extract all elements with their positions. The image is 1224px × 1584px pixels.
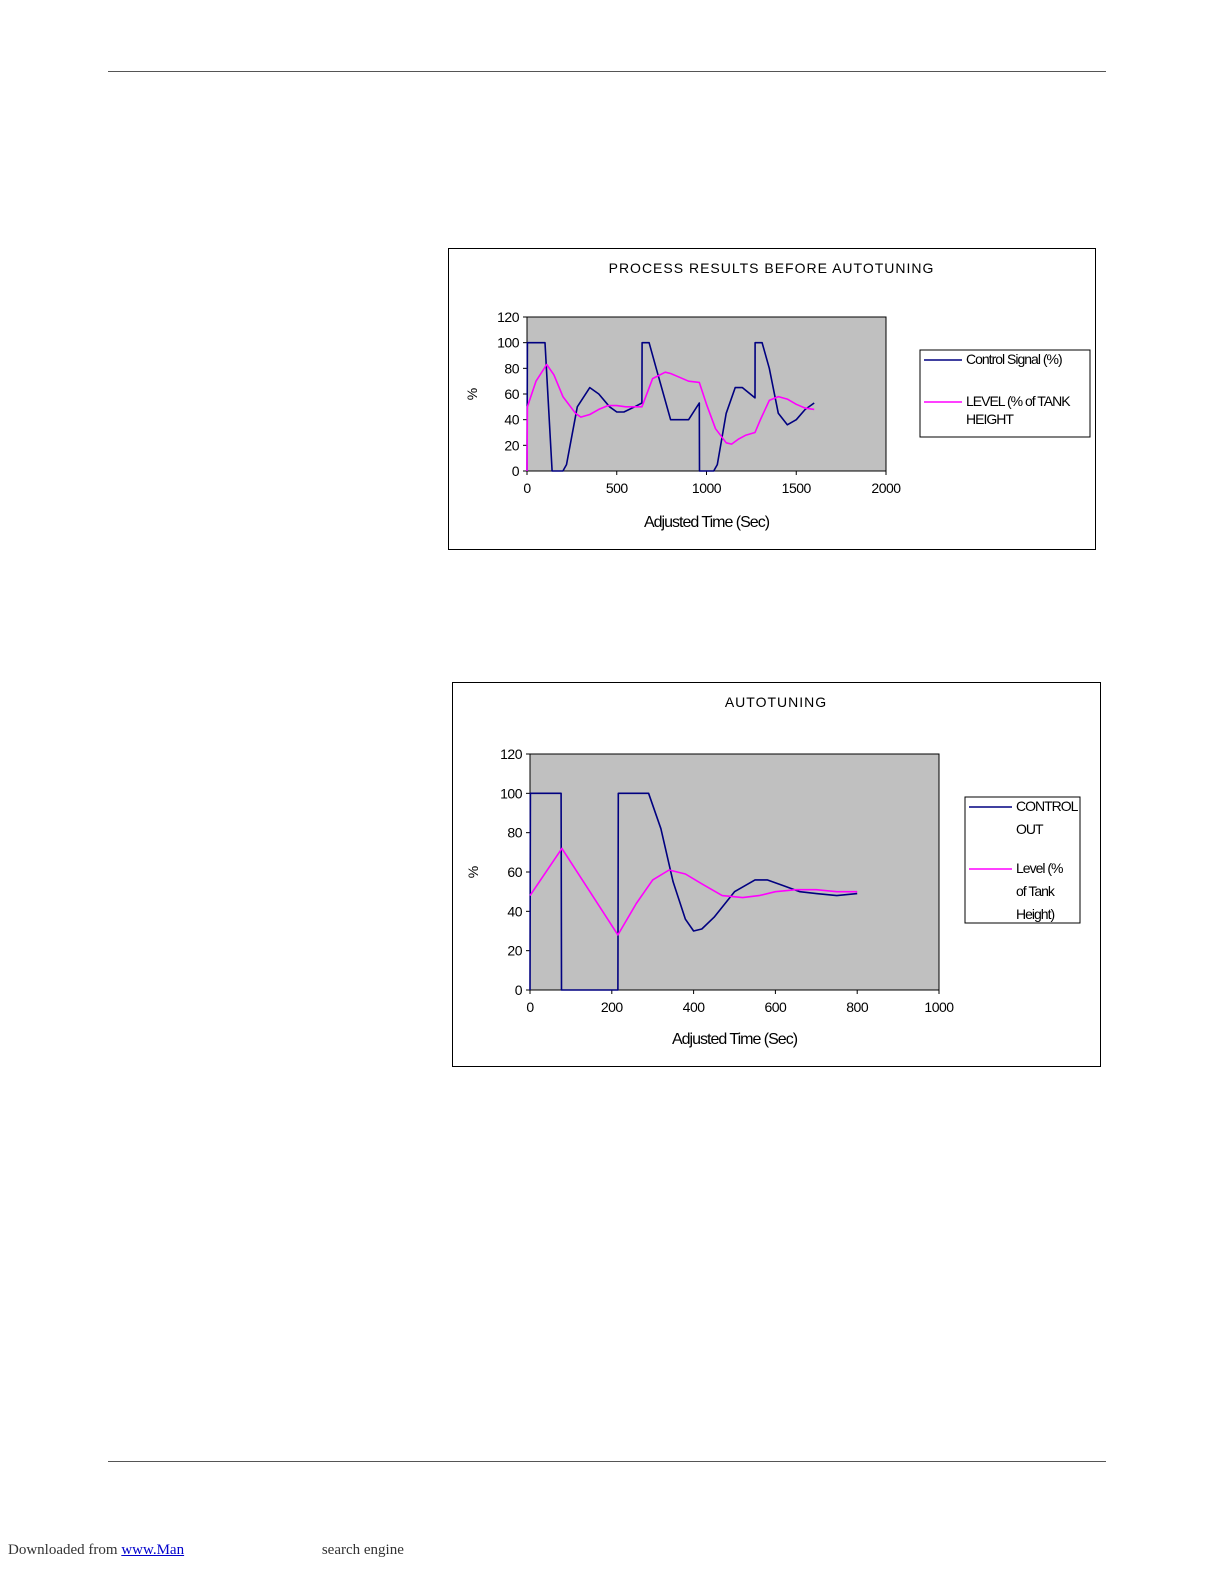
x-tick-label: 600 <box>764 999 787 1015</box>
chart-title: PROCESS RESULTS BEFORE AUTOTUNING <box>609 260 935 276</box>
footer-prefix: Downloaded from <box>8 1542 118 1558</box>
plot-area <box>526 316 887 472</box>
chart-before-autotuning: PROCESS RESULTS BEFORE AUTOTUNING 0 20 40 60… <box>448 248 1096 550</box>
series-line-magenta <box>529 847 858 936</box>
y-tick-label: 60 <box>507 864 522 880</box>
y-tick-label: 120 <box>500 746 523 762</box>
y-tick-label: 20 <box>507 943 522 959</box>
plot-area <box>529 753 940 991</box>
footer: Downloaded from www.Man search engine <box>8 1542 404 1559</box>
footer-suffix: search engine <box>321 1542 404 1558</box>
chart-before-autotuning-svg: PROCESS RESULTS BEFORE AUTOTUNING 0 20 40 60… <box>464 260 1091 531</box>
x-tick-label: 1000 <box>692 480 722 496</box>
legend-label: LEVEL (% of TANK HEIGHT <box>966 393 1071 427</box>
chart-autotuning: AUTOTUNING 0 20 40 60 80 100 120 0 200 400 600 800 10… <box>452 682 1101 1067</box>
footer-rule <box>108 1461 1106 1462</box>
legend-box <box>964 796 1081 924</box>
x-tick-label: 0 <box>526 999 534 1015</box>
x-axis-label: Adjusted Time (Sec) <box>672 1031 798 1048</box>
x-tick-label: 500 <box>606 480 629 496</box>
chart-title: AUTOTUNING <box>725 694 827 710</box>
y-tick-label: 80 <box>504 360 519 376</box>
x-tick-label: 2000 <box>871 480 901 496</box>
chart-autotuning-svg: AUTOTUNING 0 20 40 60 80 100 120 0 200 400 600 800 10… <box>465 694 1081 1048</box>
x-tick-label: 1500 <box>782 480 812 496</box>
series-line-navy <box>526 341 815 472</box>
x-axis-label: Adjusted Time (Sec) <box>644 514 770 531</box>
series-line-magenta <box>526 363 815 472</box>
legend-label: CONTROL OUT <box>1016 798 1079 837</box>
y-tick-label: 0 <box>515 982 523 998</box>
x-tick-label: 800 <box>846 999 869 1015</box>
y-tick-label: 20 <box>504 437 519 453</box>
y-tick-label: 100 <box>497 335 520 351</box>
y-tick-label: 0 <box>512 463 520 479</box>
legend-label: Control Signal (%) <box>966 351 1062 367</box>
legend-box <box>919 349 1091 438</box>
y-tick-label: 120 <box>497 309 520 325</box>
y-tick-label: 40 <box>507 903 522 919</box>
x-tick-label: 400 <box>683 999 706 1015</box>
legend-label: Level (% of Tank Height) <box>1016 860 1063 922</box>
y-tick-label: 100 <box>500 785 523 801</box>
x-tick-label: 200 <box>601 999 624 1015</box>
y-tick-label: 40 <box>504 412 519 428</box>
y-axis-label: % <box>464 388 480 400</box>
y-axis-label: % <box>465 866 481 878</box>
y-tick-label: 60 <box>504 386 519 402</box>
header-rule <box>108 71 1106 72</box>
y-tick-label: 80 <box>507 825 522 841</box>
footer-link[interactable]: www.Man <box>121 1542 185 1558</box>
x-tick-label: 0 <box>523 480 531 496</box>
x-tick-label: 1000 <box>924 999 954 1015</box>
